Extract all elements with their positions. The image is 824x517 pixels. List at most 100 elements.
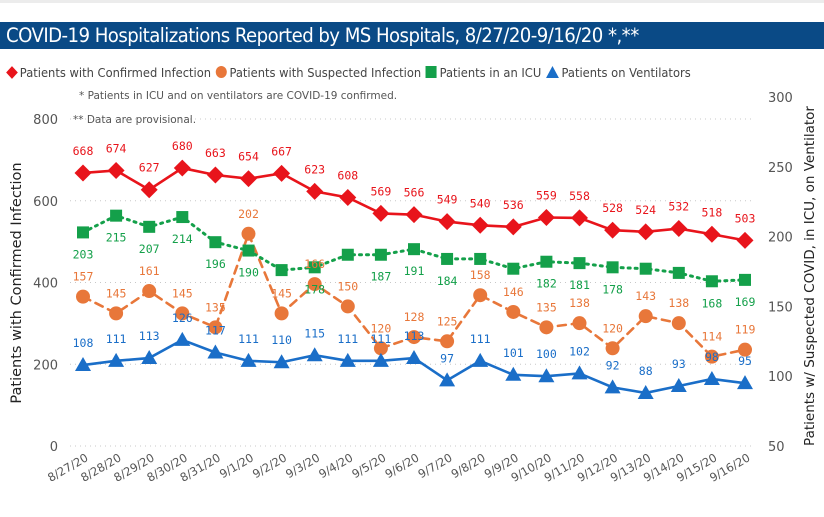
data-point-square[interactable]	[77, 226, 89, 239]
data-point-diamond[interactable]	[537, 209, 555, 226]
data-point-triangle[interactable]	[372, 352, 389, 367]
data-point-square[interactable]	[606, 261, 619, 274]
data-point-square[interactable]	[242, 244, 255, 257]
data-point-diamond[interactable]	[604, 221, 622, 239]
data-point-diamond[interactable]	[273, 164, 291, 182]
data-point-triangle[interactable]	[406, 350, 422, 365]
data-point-triangle[interactable]	[141, 350, 158, 365]
data-point-triangle[interactable]	[75, 357, 91, 372]
data-point-circle[interactable]	[738, 342, 752, 357]
data-point-diamond[interactable]	[74, 164, 92, 182]
data-point-diamond[interactable]	[571, 209, 588, 227]
data-point-square[interactable]	[275, 264, 288, 277]
data-label: 559	[536, 189, 557, 203]
data-point-triangle[interactable]	[306, 347, 323, 362]
data-point-diamond[interactable]	[438, 213, 456, 231]
data-point-circle[interactable]	[605, 341, 620, 356]
x-tick-label: 9/6/20	[382, 450, 421, 481]
data-point-square[interactable]	[308, 261, 321, 274]
data-point-circle[interactable]	[671, 316, 686, 331]
legend-label: Patients with Suspected Infection	[229, 64, 422, 80]
data-point-triangle[interactable]	[439, 372, 456, 387]
data-point-circle[interactable]	[76, 289, 90, 304]
data-point-circle[interactable]	[340, 299, 355, 314]
data-point-triangle[interactable]	[240, 352, 257, 367]
data-point-diamond[interactable]	[173, 159, 191, 177]
data-point-circle[interactable]	[704, 349, 719, 364]
data-point-diamond[interactable]	[504, 218, 522, 236]
data-point-circle[interactable]	[142, 284, 157, 299]
data-point-circle[interactable]	[473, 288, 488, 303]
data-point-square[interactable]	[507, 262, 520, 275]
data-point-square[interactable]	[672, 266, 685, 279]
data-point-diamond[interactable]	[372, 204, 390, 222]
data-label: 627	[139, 161, 160, 175]
data-point-square[interactable]	[474, 252, 487, 265]
data-point-circle[interactable]	[274, 306, 289, 321]
data-point-diamond[interactable]	[637, 223, 655, 241]
data-point-triangle[interactable]	[174, 331, 191, 346]
data-point-circle[interactable]	[109, 306, 124, 321]
data-point-circle[interactable]	[506, 304, 521, 319]
x-tick-label: 9/7/20	[416, 450, 455, 481]
left-axis-title: Patients with Confirmed Infection	[9, 162, 25, 403]
data-point-circle[interactable]	[440, 334, 455, 349]
data-point-square[interactable]	[573, 257, 586, 270]
data-label: 203	[73, 247, 94, 261]
data-point-diamond[interactable]	[405, 206, 423, 224]
data-point-square[interactable]	[374, 248, 387, 261]
data-point-triangle[interactable]	[737, 375, 753, 390]
data-point-triangle[interactable]	[670, 377, 687, 392]
legend-item-ventilators[interactable]: Patients on Ventilators	[545, 65, 691, 80]
data-point-circle[interactable]	[373, 341, 388, 356]
data-point-diamond[interactable]	[703, 225, 721, 243]
data-label: 111	[238, 332, 259, 346]
data-point-diamond[interactable]	[140, 181, 158, 199]
data-point-circle[interactable]	[407, 330, 421, 345]
data-point-square[interactable]	[540, 255, 553, 268]
data-point-square[interactable]	[441, 252, 454, 265]
data-point-triangle[interactable]	[472, 352, 489, 367]
data-label: 215	[106, 231, 127, 245]
data-point-square[interactable]	[705, 275, 718, 288]
data-point-diamond[interactable]	[339, 188, 357, 206]
data-point-square[interactable]	[110, 209, 123, 222]
data-point-triangle[interactable]	[273, 354, 290, 369]
data-point-square[interactable]	[176, 211, 189, 224]
data-point-circle[interactable]	[539, 320, 554, 335]
data-point-diamond[interactable]	[306, 182, 324, 200]
data-point-square[interactable]	[341, 248, 354, 261]
data-point-triangle[interactable]	[108, 352, 125, 367]
data-point-diamond[interactable]	[107, 162, 125, 179]
data-point-diamond[interactable]	[471, 216, 489, 234]
data-point-circle[interactable]	[241, 226, 256, 241]
data-point-square[interactable]	[739, 273, 751, 286]
data-point-diamond[interactable]	[670, 220, 688, 238]
data-point-diamond[interactable]	[736, 231, 754, 249]
data-point-circle[interactable]	[307, 277, 322, 292]
data-point-circle[interactable]	[572, 316, 587, 331]
data-point-triangle[interactable]	[637, 384, 654, 399]
data-point-triangle[interactable]	[207, 344, 224, 359]
data-point-circle[interactable]	[175, 306, 190, 321]
data-label: 145	[172, 286, 193, 300]
data-point-circle[interactable]	[208, 320, 223, 335]
legend-item-confirmed[interactable]: Patients with Confirmed Infection	[6, 65, 211, 80]
data-point-square[interactable]	[639, 262, 652, 275]
data-label: 667	[271, 144, 292, 158]
data-point-triangle[interactable]	[703, 370, 720, 385]
x-tick-label: 9/4/20	[316, 450, 355, 481]
data-point-circle[interactable]	[638, 309, 653, 324]
data-point-square[interactable]	[408, 243, 420, 256]
data-point-triangle[interactable]	[538, 368, 555, 383]
data-point-triangle[interactable]	[571, 365, 588, 380]
data-point-triangle[interactable]	[339, 352, 356, 367]
data-point-diamond[interactable]	[206, 166, 224, 184]
data-point-square[interactable]	[209, 236, 222, 249]
data-point-diamond[interactable]	[240, 170, 257, 188]
data-point-triangle[interactable]	[604, 379, 621, 394]
legend-item-icu[interactable]: Patients in an ICU	[425, 65, 541, 80]
data-point-triangle[interactable]	[505, 366, 522, 381]
legend-item-suspected[interactable]: Patients with Suspected Infection	[215, 64, 422, 80]
data-point-square[interactable]	[143, 220, 156, 233]
